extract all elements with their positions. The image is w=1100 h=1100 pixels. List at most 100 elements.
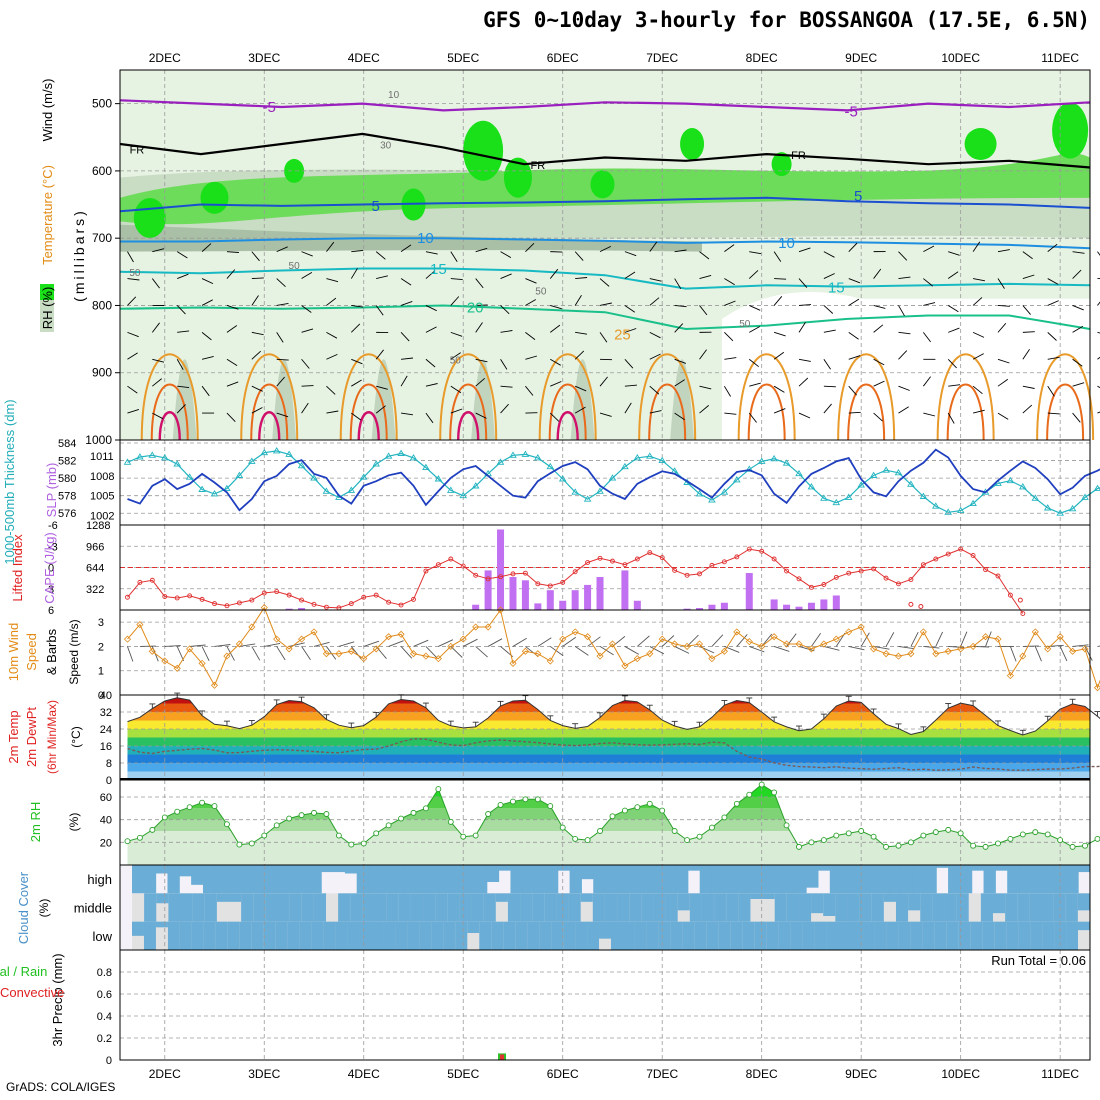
temp2m-panel: 0 8 16 24 32 40 2m Temp 2m DewPt (6hr Min/Max) (°… [6, 690, 1100, 787]
cloud-bar [611, 921, 624, 950]
rh-point [833, 832, 840, 839]
cloud-bar [932, 893, 945, 922]
wind-barb [749, 305, 761, 311]
cloud-bar [877, 865, 890, 894]
wind-barb [425, 270, 436, 279]
rh-point [621, 807, 628, 814]
wind-barb [574, 385, 587, 392]
wind-speed-point [894, 652, 903, 660]
temp-color-band [127, 754, 1090, 763]
wind-barb [798, 322, 806, 333]
cloud-bar [694, 921, 708, 950]
cloud-bar [467, 921, 480, 933]
cloud-bar [532, 893, 545, 922]
cloud-bar [1066, 921, 1079, 950]
thickness-tick-label: 576 [58, 508, 76, 520]
precip-tick-label: 0.2 [97, 1033, 112, 1045]
cloud-bar [253, 893, 266, 922]
rh-point [422, 805, 429, 812]
wind-barb [1072, 644, 1089, 647]
cloud-bar [658, 921, 672, 950]
wind-barb [251, 251, 260, 262]
wind-barb [151, 322, 160, 333]
wind-barb [1047, 243, 1058, 252]
wind-barb [1034, 646, 1042, 662]
cloud-bar [311, 921, 325, 950]
wind-speed-point [820, 640, 828, 648]
wind-barb [176, 251, 188, 259]
rh-point [820, 837, 827, 844]
thickness-point [795, 469, 803, 477]
cloud-bar [1078, 865, 1091, 873]
rh-point [199, 799, 206, 806]
rh-point [634, 804, 641, 811]
cloud-bar [1041, 893, 1055, 922]
isotherm-35 [258, 411, 281, 441]
wind-barb [749, 382, 761, 387]
wind-speed-point [720, 647, 728, 655]
date-label-bottom: 2DEC [149, 1067, 181, 1081]
wind-barb [873, 358, 885, 366]
cloud-bar [431, 921, 444, 950]
cloud-bar [527, 921, 540, 950]
li-point [187, 593, 193, 599]
cloud-bar [874, 921, 887, 950]
li-point [1017, 597, 1023, 603]
cloud-bar [407, 921, 420, 950]
wind-barb [177, 385, 190, 389]
li-point [299, 597, 305, 603]
wind-barb [574, 406, 586, 414]
rh-point [597, 828, 603, 834]
cloud-bar [575, 921, 588, 950]
wind-barb [475, 247, 488, 253]
cloud-bar [277, 893, 291, 922]
wind-barb [997, 378, 1009, 387]
rh-area-band [127, 819, 1090, 831]
wind-barb [1072, 382, 1085, 387]
slp-tick-label: 1008 [90, 471, 114, 483]
wind-barb [251, 277, 264, 279]
wind-barb [550, 324, 561, 333]
wind-barb [699, 274, 712, 279]
wind-barb [649, 353, 661, 360]
cloud-bar [742, 921, 756, 950]
thickness-point [1081, 493, 1089, 500]
wind-barb [948, 645, 965, 648]
rh-point [1032, 829, 1039, 836]
cape-bar [298, 608, 306, 610]
cloud-bar [156, 893, 169, 904]
rh-point [1007, 835, 1014, 842]
li-cape-panel: -3 0 3 6 -6 322 644 966 1288 Lifted Index CAPE (J/… [10, 520, 1090, 617]
wind-barb [550, 305, 562, 310]
wind-barb [823, 403, 832, 414]
isotherm-30 [847, 383, 886, 441]
wind-barb [201, 646, 210, 661]
wind-speed-point [397, 630, 405, 638]
wind-speed-point [683, 642, 691, 650]
li-point [721, 559, 727, 565]
cloud-bar [802, 921, 816, 950]
wind-barb [724, 244, 735, 253]
wind-speed-point [136, 621, 144, 629]
wind-barb [251, 407, 263, 414]
wind-barb [960, 631, 968, 647]
wind-barb [239, 643, 256, 647]
cloud-bar [398, 893, 412, 922]
wind-barb [1072, 251, 1085, 254]
rh-point [435, 786, 442, 793]
wind-barb [599, 278, 610, 287]
thickness-point [621, 462, 629, 470]
cloud-bar [1017, 893, 1030, 922]
wind-barb [1022, 645, 1039, 647]
li-point [808, 584, 814, 590]
wind-barb [773, 385, 785, 393]
wind-barb [848, 298, 860, 306]
wind-barb [127, 646, 134, 662]
rh-saturated-cell [200, 181, 229, 214]
cloud-bar [216, 893, 230, 902]
credit-text: GrADS: COLA/IGES [6, 1080, 116, 1094]
rh-saturated-cell [964, 128, 997, 160]
cloud-bar [617, 893, 630, 922]
thickness-point [571, 488, 579, 495]
wind-barb [450, 296, 460, 306]
